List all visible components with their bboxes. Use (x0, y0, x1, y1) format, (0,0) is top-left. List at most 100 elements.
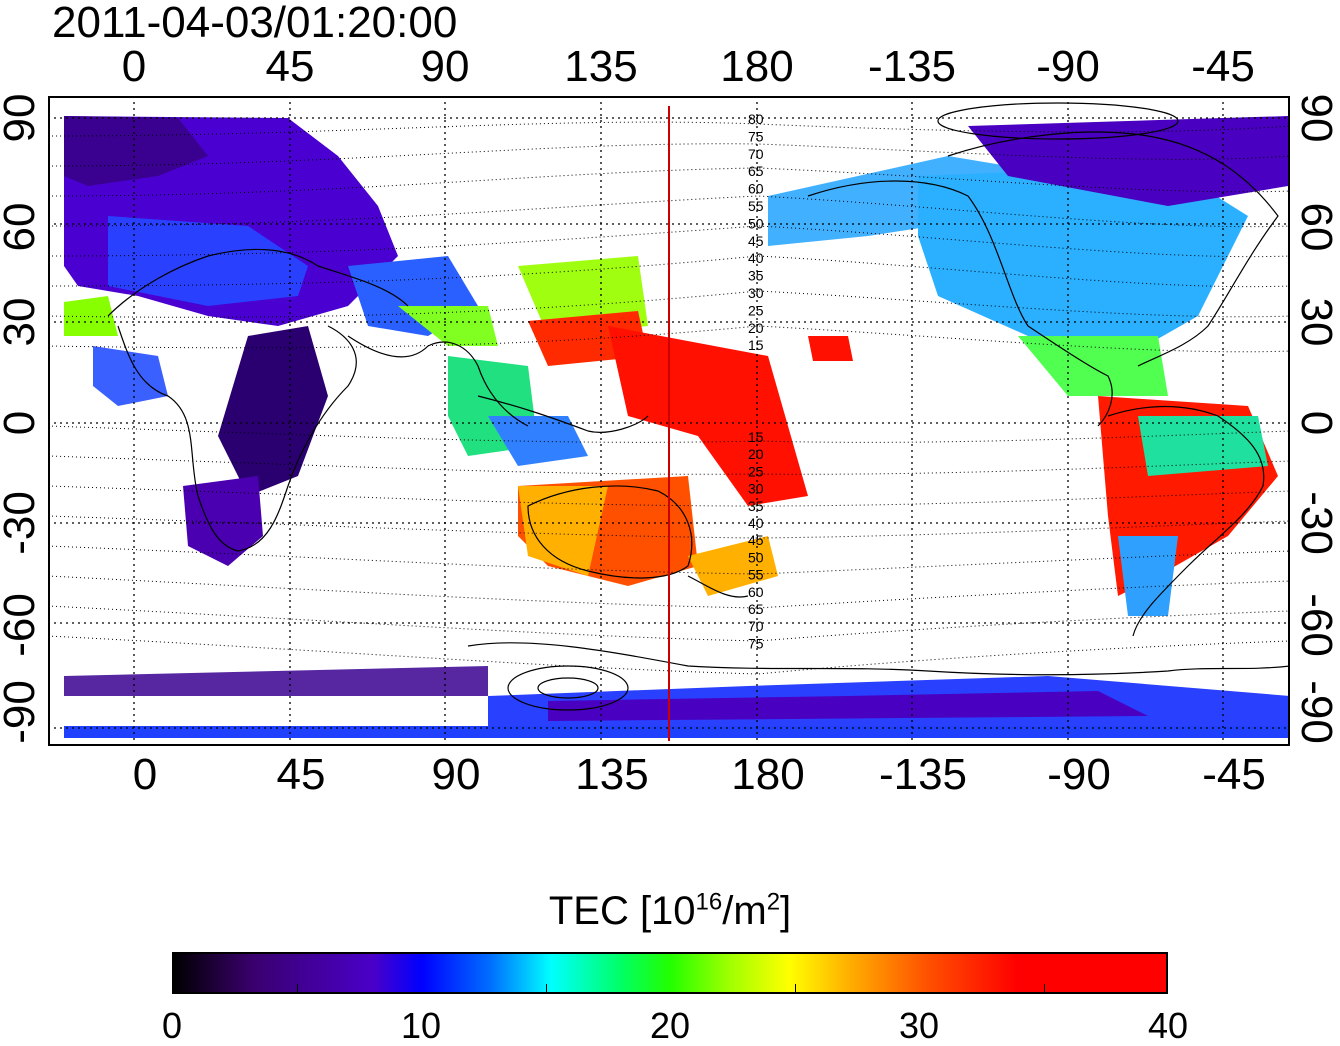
lat-tick: -90 (1292, 680, 1340, 744)
contour-label: 55 (748, 567, 764, 583)
contour-label: 20 (748, 320, 764, 336)
lat-tick: 0 (1292, 410, 1340, 436)
contour-label: 70 (748, 146, 764, 162)
lon-tick: -45 (1202, 750, 1266, 799)
contour-label: 40 (748, 515, 764, 531)
contour-label: 70 (748, 618, 764, 634)
tec-region-nz (688, 536, 778, 596)
colorbar-tick: 40 (1147, 1005, 1189, 1046)
contour-label: 60 (748, 584, 764, 600)
lon-tick: 0 (132, 750, 158, 799)
tec-region-north-america (918, 166, 1248, 356)
contour-label: 80 (748, 111, 764, 127)
lon-tick: 90 (431, 750, 481, 799)
colorbar-tick: 10 (400, 1005, 442, 1046)
tec-region-southern-ocean (64, 666, 488, 696)
tec-map: 8075706560555045403530252015152025303540… (48, 96, 1290, 746)
lat-tick: 30 (1292, 297, 1340, 347)
timestamp-title: 2011-04-03/01:20:00 (52, 0, 458, 47)
contour-label: 40 (748, 250, 764, 266)
tec-region-scandinavia (64, 116, 208, 186)
colorbar-title-unit: /m (722, 889, 767, 933)
lon-tick: 45 (276, 750, 326, 799)
colorbar-title: TEC [1016/m2] (0, 888, 1340, 934)
colorbar-tick: 0 (161, 1005, 183, 1046)
lat-tick: 60 (0, 202, 44, 252)
tec-region-antarctica-core (548, 691, 1148, 721)
contour-label: 60 (748, 181, 764, 197)
colorbar-title-unit-exponent: 2 (766, 888, 781, 916)
contour-label: 50 (748, 549, 764, 565)
contour-label: 25 (748, 302, 764, 318)
lon-tick: 180 (720, 42, 794, 91)
lat-tick: 90 (0, 93, 44, 143)
tec-patches (64, 116, 1290, 738)
colorbar-minor-tick (297, 984, 298, 994)
colorbar-title-suffix: ] (780, 889, 792, 933)
lon-tick: 135 (564, 42, 638, 91)
tec-region-australia-edge (518, 486, 608, 576)
contour-label-group: 8075706560555045403530252015152025303540… (748, 111, 764, 651)
colorbar-minor-tick (795, 984, 796, 994)
lon-tick: -135 (867, 42, 957, 91)
plot-frame (48, 96, 1290, 746)
lat-tick: -90 (0, 680, 44, 744)
lat-tick: -60 (1292, 593, 1340, 657)
tec-region-africa-east (218, 326, 328, 496)
lon-tick: 90 (420, 42, 470, 91)
lon-tick: 135 (575, 750, 649, 799)
contour-label: 35 (748, 268, 764, 284)
contour-label: 55 (748, 198, 764, 214)
lat-tick: 30 (0, 297, 44, 347)
lat-tick: 0 (0, 411, 44, 435)
contour-label: 65 (748, 601, 764, 617)
contour-label: 15 (748, 429, 764, 445)
lon-tick: 0 (121, 42, 147, 91)
lat-tick: 90 (1292, 93, 1340, 143)
lon-tick: 180 (731, 750, 805, 799)
contour-label: 25 (748, 463, 764, 479)
lat-tick: -30 (1292, 491, 1340, 555)
graticule (48, 96, 1290, 746)
tec-region-sa-north (1138, 416, 1268, 476)
tec-region-africa-south (183, 476, 263, 566)
contour-label: 30 (748, 481, 764, 497)
contour-label: 50 (748, 215, 764, 231)
lon-tick: -90 (1047, 750, 1111, 799)
contour-label: 20 (748, 446, 764, 462)
colorbar-tick: 20 (649, 1005, 691, 1046)
lat-tick: -30 (0, 491, 44, 555)
colorbar-minor-tick (1044, 984, 1045, 994)
colorbar-title-prefix: TEC [10 (548, 889, 696, 933)
tec-region-africa-west (93, 346, 168, 406)
contour-label: 45 (748, 532, 764, 548)
tec-region-hawaii (808, 336, 853, 361)
tec-region-pacific (608, 326, 808, 506)
tec-region-indonesia (488, 416, 588, 466)
lon-tick: 45 (265, 42, 315, 91)
lat-tick: 60 (1292, 202, 1340, 252)
lon-tick: -90 (1036, 42, 1100, 91)
colorbar-title-exponent: 16 (695, 888, 723, 916)
lat-tick: -60 (0, 593, 44, 657)
coastlines (107, 102, 1290, 711)
contour-label: 75 (748, 128, 764, 144)
tec-region-southern-strip (64, 726, 1288, 738)
magnetic-latitude-contours (48, 121, 1290, 675)
lon-tick: -135 (878, 750, 968, 799)
contour-label: 30 (748, 285, 764, 301)
tec-region-central-america (1018, 336, 1168, 396)
tec-region-india (398, 306, 498, 346)
tec-region-mediterranean (108, 216, 308, 306)
contour-label: 35 (748, 498, 764, 514)
tec-region-iberia-coast (64, 296, 118, 336)
contour-label: 15 (748, 337, 764, 353)
contour-label: 65 (748, 163, 764, 179)
lon-tick: -45 (1191, 42, 1255, 91)
colorbar (172, 952, 1168, 994)
contour-label: 45 (748, 233, 764, 249)
colorbar-tick: 30 (898, 1005, 940, 1046)
colorbar-minor-tick (546, 984, 547, 994)
contour-label: 75 (748, 635, 764, 651)
tec-region-sa-south (1118, 536, 1178, 616)
